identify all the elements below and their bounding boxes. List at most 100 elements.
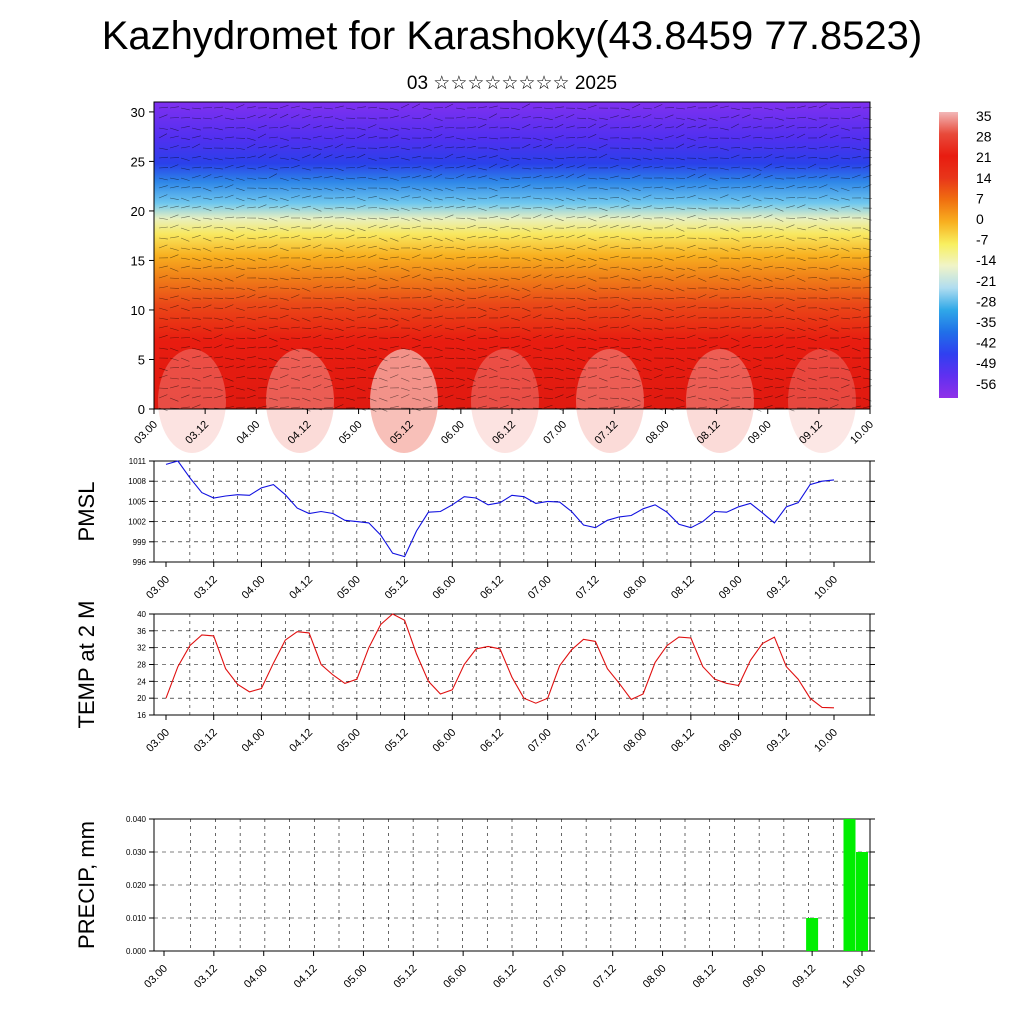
pmsl-x-tick-label: 08.12: [669, 574, 697, 602]
precip-x-tick-label: 09.00: [740, 963, 768, 991]
pmsl-x-tick-label: 09.12: [764, 574, 792, 602]
pmsl-y-tick-label: 996: [133, 558, 147, 567]
temp-y-tick-label: 16: [137, 711, 146, 720]
pmsl-x-tick-label: 07.00: [526, 574, 554, 602]
precip-bar: [856, 852, 868, 951]
temp-x-tick-label: 05.00: [335, 727, 363, 755]
pmsl-x-tick-label: 09.00: [717, 574, 745, 602]
pmsl-ylabel: PMSL: [74, 482, 99, 542]
warm-blob: [158, 349, 226, 453]
temp-x-tick-label: 08.12: [669, 727, 697, 755]
warm-blob: [576, 349, 644, 453]
x-tick-label: 07.00: [541, 419, 569, 447]
temp-x-tick-label: 08.00: [621, 727, 649, 755]
colorbar-label: -21: [976, 273, 996, 289]
x-tick-label: 04.00: [234, 419, 262, 447]
colorbar: [939, 112, 958, 398]
temp-y-tick-label: 36: [137, 627, 146, 636]
precip-x-tick-label: 09.12: [790, 963, 818, 991]
colorbar-label: -14: [976, 252, 996, 268]
temp-x-tick-label: 06.12: [478, 727, 506, 755]
colorbar-label: -42: [976, 335, 996, 351]
pmsl-x-tick-label: 05.12: [383, 574, 411, 602]
temp-y-tick-label: 40: [137, 610, 146, 619]
temp-y-tick-label: 20: [137, 694, 146, 703]
precip-ylabel: PRECIP, mm: [74, 821, 99, 949]
colorbar-label: 0: [976, 211, 984, 227]
temp-x-tick-label: 07.12: [574, 727, 602, 755]
pmsl-x-tick-label: 06.00: [430, 574, 458, 602]
warm-blob: [266, 349, 334, 453]
colorbar-label: -49: [976, 355, 996, 371]
precip-x-tick-label: 08.00: [641, 963, 669, 991]
precip-x-tick-label: 07.00: [541, 963, 569, 991]
y-tick-label: 15: [131, 253, 145, 268]
colorbar-label: 7: [976, 190, 984, 206]
temp-x-tick-label: 03.00: [144, 727, 172, 755]
warm-blob: [370, 349, 438, 453]
pmsl-y-tick-label: 1008: [128, 477, 146, 486]
precip-x-tick-label: 08.12: [691, 963, 719, 991]
temp-ylabel: TEMP at 2 M: [74, 601, 99, 729]
precip-x-tick-label: 05.00: [342, 963, 370, 991]
pmsl-x-tick-label: 10.00: [812, 574, 840, 602]
colorbar-label: -35: [976, 314, 996, 330]
colorbar-label: -7: [976, 232, 989, 248]
precip-x-tick-label: 05.12: [391, 963, 419, 991]
y-tick-label: 5: [138, 352, 145, 367]
x-tick-label: 06.00: [439, 419, 467, 447]
pmsl-frame: [153, 460, 871, 563]
page-title: Kazhydromet for Karashoky(43.8459 77.852…: [101, 14, 923, 58]
precip-x-tick-label: 06.00: [441, 963, 469, 991]
colorbar-label: 14: [976, 170, 992, 186]
precip-x-tick-label: 04.12: [292, 963, 320, 991]
temp-x-tick-label: 09.00: [717, 727, 745, 755]
precip-bar: [806, 918, 819, 951]
pmsl-x-tick-label: 06.12: [478, 574, 506, 602]
pmsl-y-tick-label: 1011: [129, 457, 147, 466]
precip-x-tick-label: 10.00: [840, 963, 868, 991]
temp-y-tick-label: 32: [137, 644, 146, 653]
x-tick-label: 03.00: [132, 419, 160, 447]
warm-blob: [471, 349, 539, 453]
temp-series-line: [165, 613, 835, 709]
pmsl-x-tick-label: 04.00: [240, 574, 268, 602]
pmsl-x-tick-label: 03.00: [144, 574, 172, 602]
pmsl-x-tick-label: 04.12: [287, 574, 315, 602]
temp-x-tick-label: 04.12: [287, 727, 315, 755]
y-tick-label: 20: [131, 204, 145, 219]
pmsl-x-tick-label: 08.00: [621, 574, 649, 602]
pmsl-y-tick-label: 1002: [128, 518, 146, 527]
y-tick-label: 0: [138, 402, 145, 417]
temp-x-tick-label: 03.12: [192, 727, 220, 755]
warm-blob: [788, 349, 856, 453]
wind-barbs: [158, 103, 873, 412]
precip-bar: [843, 819, 856, 951]
temp-y-tick-label: 24: [137, 677, 146, 686]
pmsl-y-tick-label: 999: [133, 538, 147, 547]
precip-y-tick-label: 0.040: [126, 815, 147, 824]
pmsl-x-tick-label: 07.12: [574, 574, 602, 602]
colorbar-label: -28: [976, 293, 996, 309]
precip-y-tick-label: 0.030: [126, 848, 147, 857]
y-tick-label: 10: [131, 303, 145, 318]
y-tick-label: 30: [131, 105, 145, 120]
page-subtitle: 03 ☆☆☆☆☆☆☆☆ 2025: [406, 73, 618, 94]
temp-x-tick-label: 04.00: [240, 727, 268, 755]
temp-x-tick-label: 09.12: [764, 727, 792, 755]
temp-x-tick-label: 07.00: [526, 727, 554, 755]
colorbar-label: 35: [976, 108, 992, 124]
temp-x-tick-label: 10.00: [812, 727, 840, 755]
temp-x-tick-label: 05.12: [383, 727, 411, 755]
colorbar-label: -56: [976, 376, 996, 392]
y-tick-label: 25: [131, 154, 145, 169]
colorbar-label: 21: [976, 149, 992, 165]
pmsl-x-tick-label: 03.12: [192, 574, 220, 602]
temp-y-tick-label: 28: [137, 661, 146, 670]
pmsl-series-line: [165, 460, 835, 558]
precip-x-tick-label: 03.12: [192, 963, 220, 991]
precip-x-tick-label: 07.12: [591, 963, 619, 991]
precip-y-tick-label: 0.000: [126, 947, 147, 956]
precip-y-tick-label: 0.020: [126, 881, 147, 890]
